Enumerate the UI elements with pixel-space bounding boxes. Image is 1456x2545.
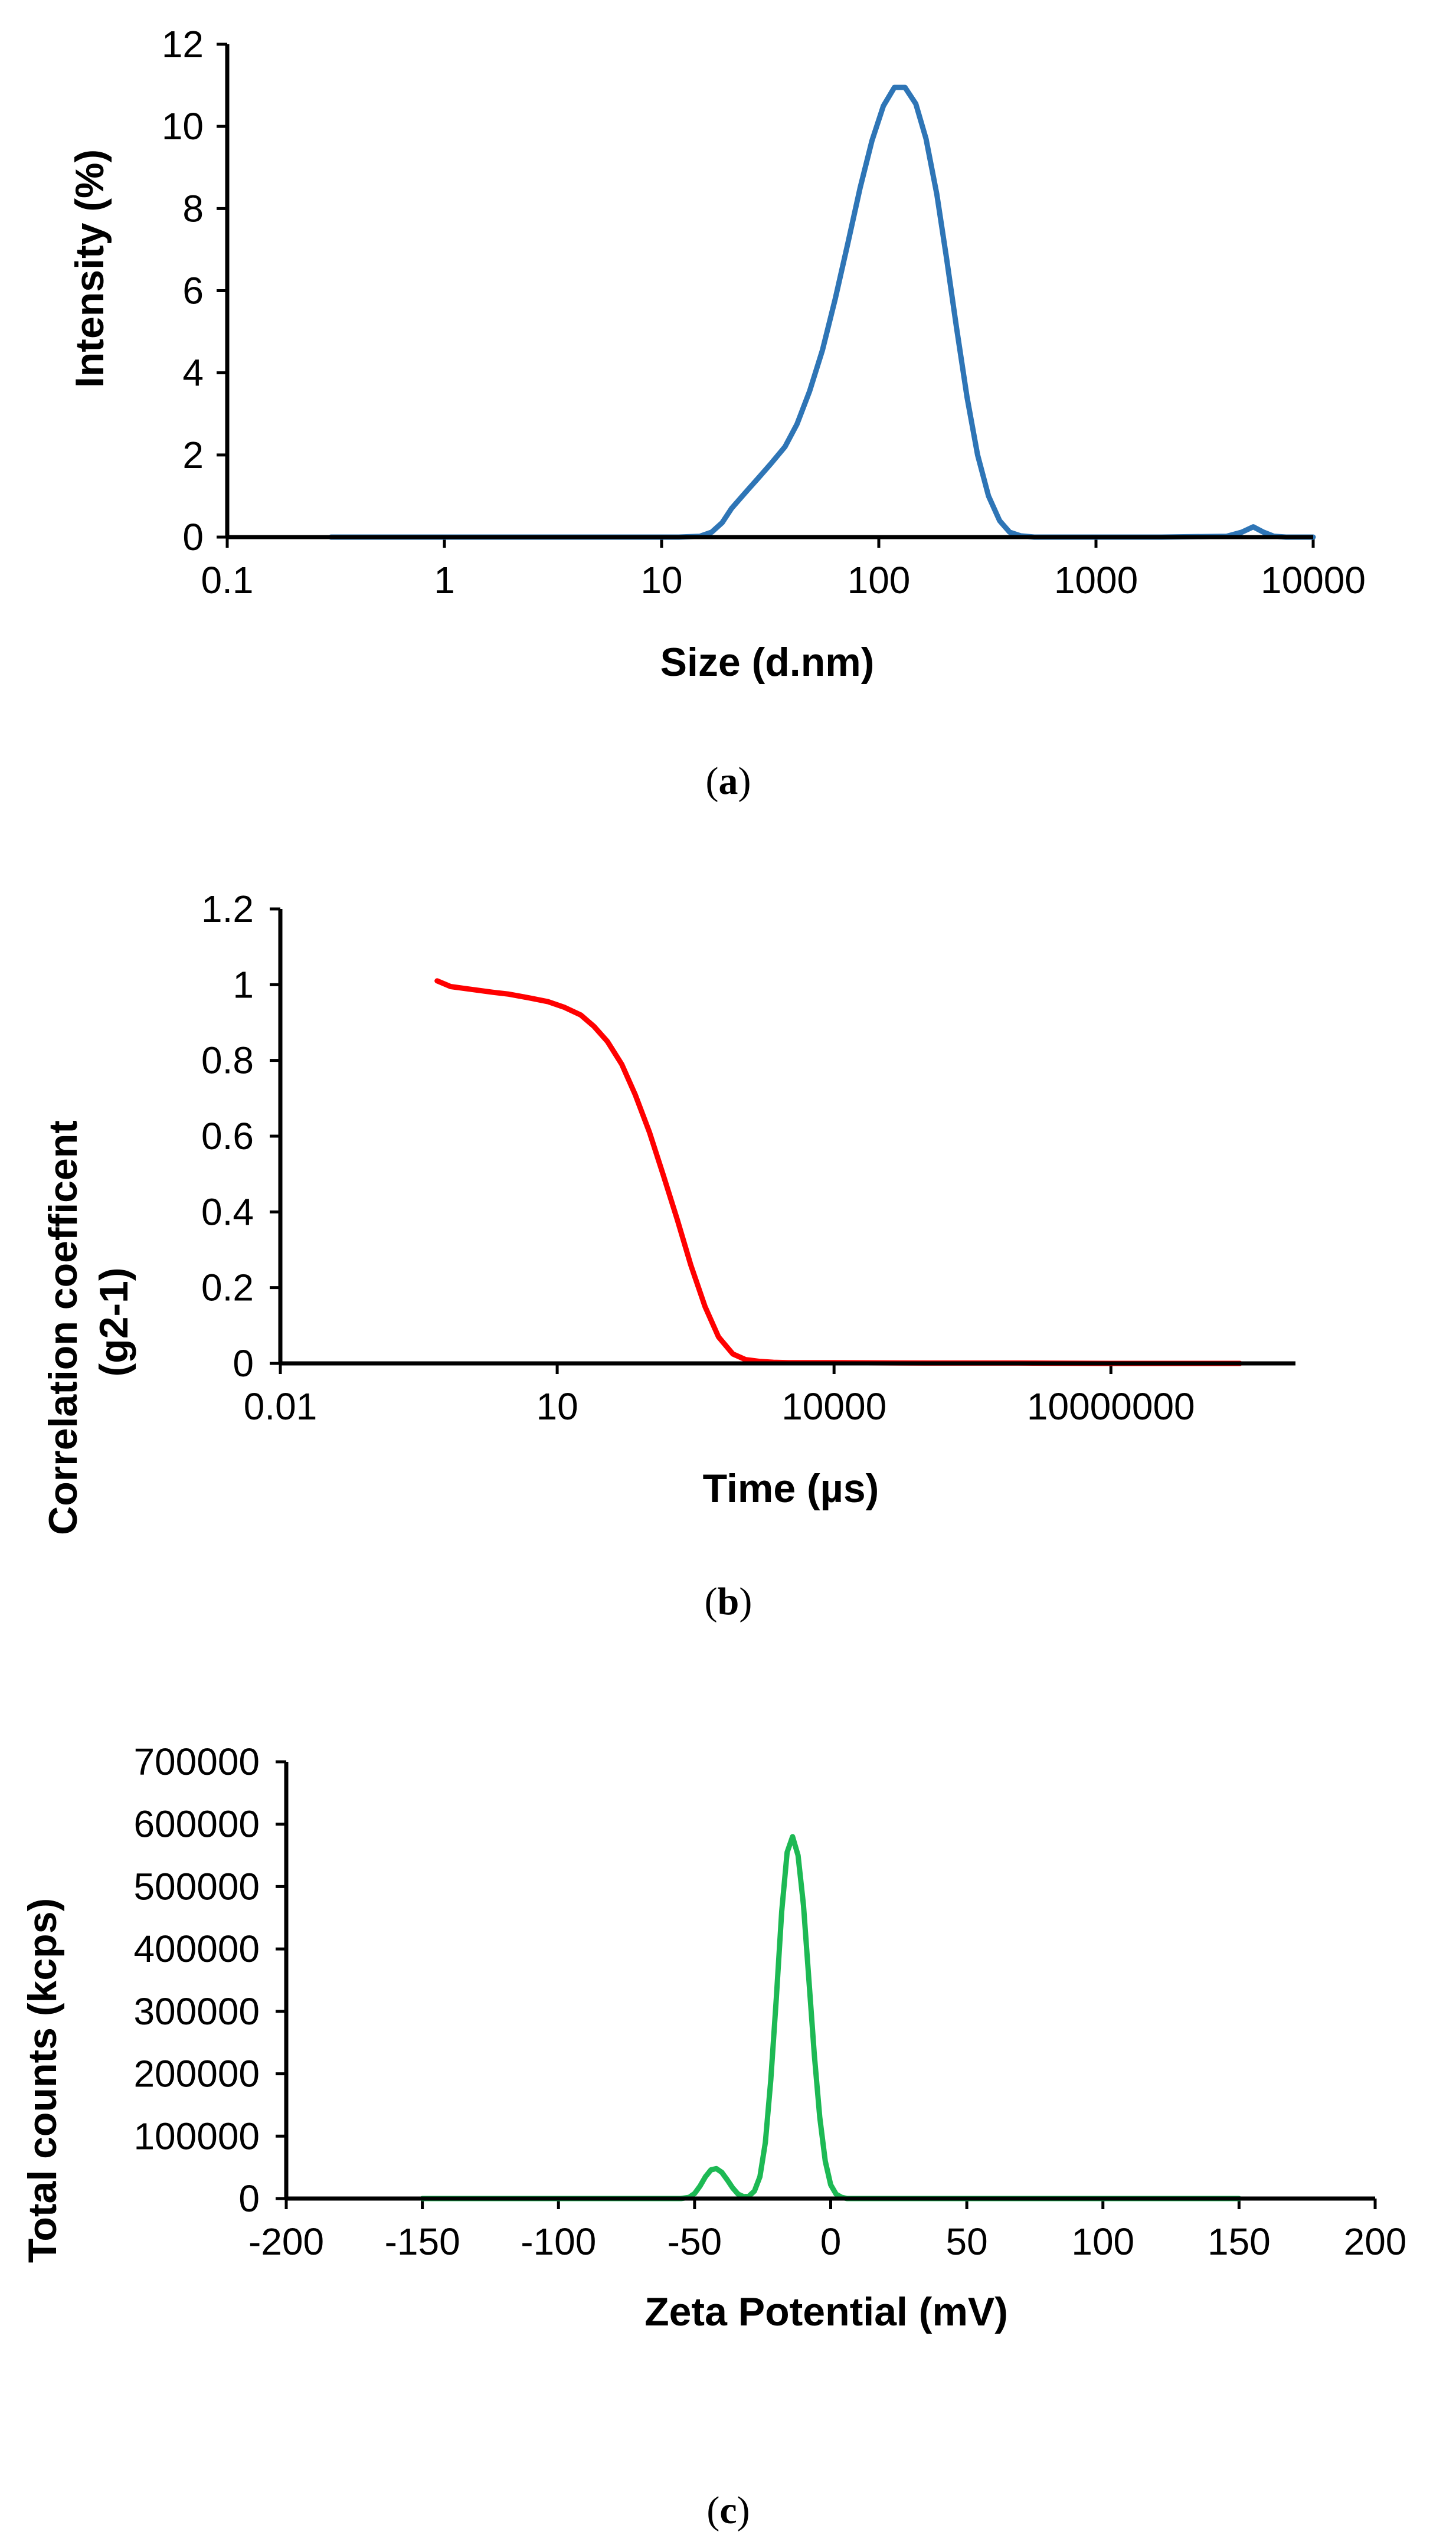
x-tick-label: 10000 [1261,559,1366,601]
x-tick-label: 100 [1071,2220,1134,2263]
y-axis-title-a: Intensity (%) [67,149,112,388]
panel-caption-c: (c) [706,2489,750,2532]
series-line [328,84,1316,540]
x-tick-label: 100 [848,559,911,601]
x-tick-label: 50 [946,2220,988,2263]
x-tick-label: 0.01 [244,1385,318,1428]
chart-b: Correlation coefficent (g2-1) Time (µs) … [41,888,1295,1623]
plot-area-a: 0 2 4 6 8 10 12 0.1 1 10 100 1000 10000 [162,23,1366,601]
x-axis-label: Size (d.nm) [660,640,875,685]
y-tick-label: 6 [182,270,204,312]
x-tick-label: -200 [248,2220,324,2263]
y-tick-label: 200000 [133,2053,260,2095]
caption-letter: c [719,2489,737,2532]
y-tick-label: 0.4 [201,1190,254,1233]
y-axis-label-line-1: Correlation coefficent [41,1120,86,1535]
x-tick-label: -150 [385,2220,460,2263]
x-axis-label: Zeta Potential (mV) [644,2289,1008,2334]
y-tick-label: 0.8 [201,1039,254,1082]
y-axis-label: Total counts (kcps) [20,1898,65,2263]
x-tick-label: 0.1 [201,559,254,601]
x-tick-label: 10000000 [1027,1385,1195,1428]
x-tick-label: 10 [536,1385,578,1428]
x-tick-label: 10 [640,559,682,601]
x-tick-label: 10000 [781,1385,886,1428]
plot-area-c: 0 100000 200000 300000 400000 500000 600000 700… [133,1741,1406,2263]
x-tick-label: 150 [1208,2220,1271,2263]
chart-a: Intensity (%) Size (d.nm) (a) 0246810120… [67,23,1366,803]
x-tick-label: 200 [1344,2220,1407,2263]
y-tick-label: 100000 [133,2115,260,2157]
x-tick-label: -50 [668,2220,722,2263]
y-tick-label: 4 [182,352,204,394]
y-tick-label: 1.2 [201,888,254,930]
x-tick-label: 1000 [1054,559,1138,601]
series-line [434,978,1243,1366]
caption-letter: b [718,1580,740,1623]
y-tick-label: 0 [238,2177,260,2220]
y-tick-label: 300000 [133,1990,260,2033]
y-tick-label: 500000 [133,1865,260,1908]
x-tick-label: 0 [820,2220,842,2263]
y-tick-label: 600000 [133,1803,260,1846]
y-tick-label: 0.6 [201,1115,254,1157]
y-tick-label: 0 [182,516,204,558]
y-tick-label: 700000 [133,1741,260,1783]
y-tick-label: 8 [182,187,204,230]
y-axis-label: Correlation coefficent (g2-1) [41,1109,136,1535]
chart-c: Total counts (kcps) Zeta Potential (mV) … [20,1741,1406,2532]
y-axis-label: Intensity (%) [67,149,112,388]
y-axis-label-line-2: (g2-1) [91,1267,136,1376]
panel-caption-b: (b) [705,1580,752,1623]
x-tick-label: -100 [521,2220,596,2263]
caption-letter: a [719,760,738,803]
x-tick-label: 1 [434,559,455,601]
y-tick-label: 0 [233,1342,254,1385]
x-axis-label: Time (µs) [703,1466,879,1511]
y-tick-label: 10 [162,105,204,148]
y-tick-label: 12 [162,23,204,66]
panel-caption-a: (a) [706,760,751,803]
y-tick-label: 2 [182,434,204,476]
plot-area-b: 0 0.2 0.4 0.6 0.8 1 1.2 0.01 10 10000 10000000 [201,888,1295,1428]
y-tick-label: 0.2 [201,1267,254,1309]
y-tick-label: 400000 [133,1928,260,1970]
series-line [420,1834,1242,2201]
y-tick-label: 1 [233,963,254,1006]
